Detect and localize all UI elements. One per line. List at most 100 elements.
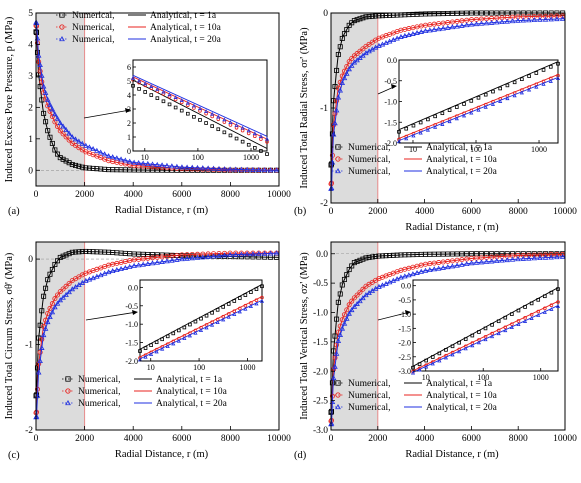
data-point	[522, 319, 528, 323]
plot-frame	[35, 12, 280, 187]
x-tick-label: 4000	[124, 434, 143, 444]
data-point	[473, 21, 480, 27]
data-point	[57, 297, 64, 303]
y-tick-label: -2.0	[313, 367, 328, 377]
data-point	[449, 24, 456, 30]
data-point	[86, 144, 93, 150]
legend-analytical-label: Analytical, t = 20a	[156, 399, 228, 409]
data-point	[462, 102, 466, 106]
data-point	[379, 41, 386, 47]
data-point	[40, 83, 47, 89]
y-axis-label: Induced Total Circum Stress, σθ' (MPa)	[4, 252, 15, 419]
data-point	[164, 162, 170, 168]
panel-label: (a)	[8, 206, 20, 217]
data-point	[431, 26, 437, 32]
data-point	[548, 13, 554, 19]
data-point	[339, 35, 345, 41]
data-point	[90, 249, 96, 255]
data-point	[488, 258, 495, 264]
legend-analytical-label: Analytical, t = 10a	[426, 155, 498, 165]
data-point	[344, 64, 350, 70]
data-point	[490, 102, 496, 106]
inset-x-tick-label: 100	[470, 145, 482, 154]
data-point	[154, 161, 161, 167]
data-point	[334, 316, 340, 322]
chart-panel-4: 0 2000 4000 6000 8000 10000 0.0 -0.5 -1.0 -1.5 -2.…	[294, 241, 577, 461]
data-point	[248, 304, 253, 309]
data-point	[227, 166, 233, 172]
data-point	[427, 267, 433, 273]
data-point	[411, 123, 416, 128]
data-point	[351, 295, 357, 301]
data-point	[383, 40, 389, 46]
data-point	[554, 254, 560, 260]
data-point	[161, 92, 166, 96]
numerical-markers-t20a	[328, 15, 566, 191]
x-axis-label: Radial Distance, r (m)	[405, 222, 499, 233]
data-point	[265, 152, 269, 156]
y-tick-label: -2.5	[313, 397, 328, 407]
data-point	[55, 292, 61, 298]
data-point	[444, 264, 451, 270]
data-point	[536, 313, 541, 317]
data-point	[346, 267, 352, 273]
data-point	[39, 79, 45, 85]
data-point	[169, 257, 175, 263]
legend-numerical-label: Numerical,	[78, 399, 120, 409]
data-point	[60, 294, 66, 300]
data-point	[337, 332, 344, 338]
data-point	[556, 300, 560, 304]
data-point	[406, 272, 412, 278]
data-point	[404, 126, 409, 131]
data-point	[160, 337, 164, 342]
data-point	[159, 167, 165, 173]
data-point	[250, 250, 256, 256]
x-axis-label: Radial Distance, r (m)	[405, 449, 499, 460]
data-point	[542, 310, 547, 314]
data-point	[179, 256, 185, 262]
data-point	[450, 344, 455, 349]
data-point	[427, 27, 433, 33]
data-point	[341, 276, 347, 282]
data-point	[548, 79, 553, 83]
data-point	[515, 256, 521, 262]
legend: Numerical, Analytical, t = 1a Numerical, An…	[332, 379, 498, 413]
data-point	[47, 314, 53, 320]
data-point	[454, 18, 460, 24]
data-point	[341, 320, 348, 326]
data-point	[143, 83, 147, 88]
data-point	[118, 265, 124, 271]
data-point	[499, 18, 505, 24]
data-point	[94, 147, 100, 153]
data-point	[60, 131, 66, 137]
data-point	[418, 120, 423, 125]
data-point	[60, 123, 66, 129]
data-point	[454, 262, 460, 268]
data-point	[549, 303, 554, 307]
inset-y-tick-label: -1.0	[384, 98, 397, 107]
data-point	[379, 13, 385, 19]
data-point	[41, 110, 47, 116]
data-point	[227, 251, 233, 257]
data-point	[337, 291, 343, 297]
data-point	[440, 264, 446, 270]
data-point	[520, 255, 527, 261]
data-point	[135, 262, 142, 268]
data-point	[246, 142, 251, 147]
inset-analytical-line	[139, 296, 263, 358]
data-point	[179, 98, 184, 102]
data-point	[66, 137, 72, 143]
inset-x-tick-label: 1000	[239, 363, 255, 372]
data-point	[66, 251, 72, 257]
data-point	[193, 330, 198, 335]
x-tick-label: 6000	[462, 434, 481, 444]
data-point	[483, 258, 490, 264]
data-point	[167, 102, 172, 107]
data-point	[273, 167, 280, 173]
inset-x-tick-label: 10	[147, 363, 155, 372]
data-point	[52, 296, 58, 302]
inset-x-tick-label: 10	[422, 373, 430, 382]
data-point	[348, 307, 355, 313]
data-point	[200, 254, 206, 260]
data-point	[145, 255, 151, 261]
